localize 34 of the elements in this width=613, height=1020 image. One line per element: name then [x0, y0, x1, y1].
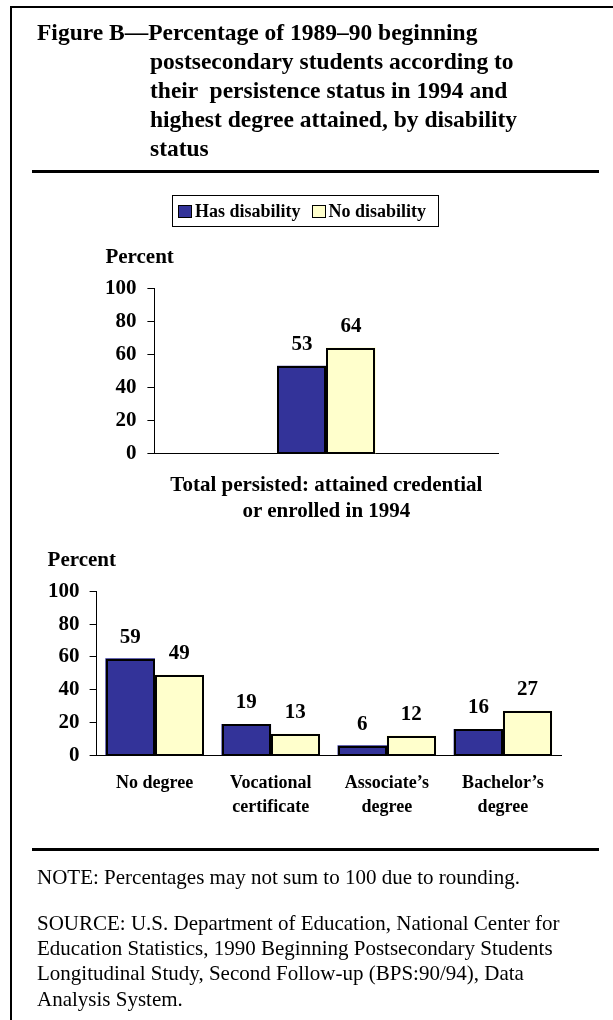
y-tick-label: 0 [125, 440, 137, 465]
legend-label: Has disability [195, 200, 301, 222]
y-axis-title: Percent [105, 243, 174, 268]
y-tick-label: 80 [115, 307, 137, 332]
data-label: 16 [467, 694, 489, 719]
data-label: 59 [119, 623, 141, 648]
y-tick-label: 60 [115, 340, 137, 365]
data-label: 64 [340, 312, 362, 337]
y-tick-label: 20 [115, 407, 137, 432]
y-tick-label: 0 [69, 741, 80, 766]
x-tick-label: Associate’s degree [344, 772, 430, 817]
data-label: 49 [168, 640, 190, 665]
y-tick-label: 40 [115, 373, 137, 398]
data-label: 13 [284, 699, 306, 724]
y-tick-label: 20 [58, 709, 80, 734]
x-tick-label: Total persisted: attained credential or enrolled in 1994 [170, 472, 483, 523]
text: NOTE: Percentages may not sum to 100 due to rounding. [37, 864, 521, 890]
data-label: 27 [516, 676, 538, 701]
data-label: 19 [235, 689, 257, 714]
y-tick-label: 100 [104, 274, 137, 299]
source-note: SOURCE: U.S. Department of Education, National Center for Education Statistics, 1990 Beginning Postsecondary Students Longitudinal Study, Second Follow-up (BPS:90/94), Data Analysis System. [37, 910, 561, 1012]
y-tick-label: 40 [58, 676, 80, 701]
legend-label: No disability [328, 200, 427, 222]
y-tick-label: 60 [58, 643, 80, 668]
data-label: 6 [357, 710, 368, 735]
chart-title: Figure B—Percentage of 1989–90 beginning postsecondary students according to their persistence status in 1994 and highest degree attained, by disability status [37, 18, 519, 163]
data-label: 53 [291, 331, 313, 356]
y-axis-title: Percent [47, 546, 117, 571]
x-tick-label: No degree [116, 772, 194, 793]
x-tick-label: Vocational certificate [230, 772, 312, 817]
y-tick-label: 80 [58, 610, 80, 635]
x-tick-label: Bachelor’s degree [462, 772, 544, 817]
y-tick-label: 100 [48, 577, 80, 602]
data-label: 12 [400, 700, 422, 725]
